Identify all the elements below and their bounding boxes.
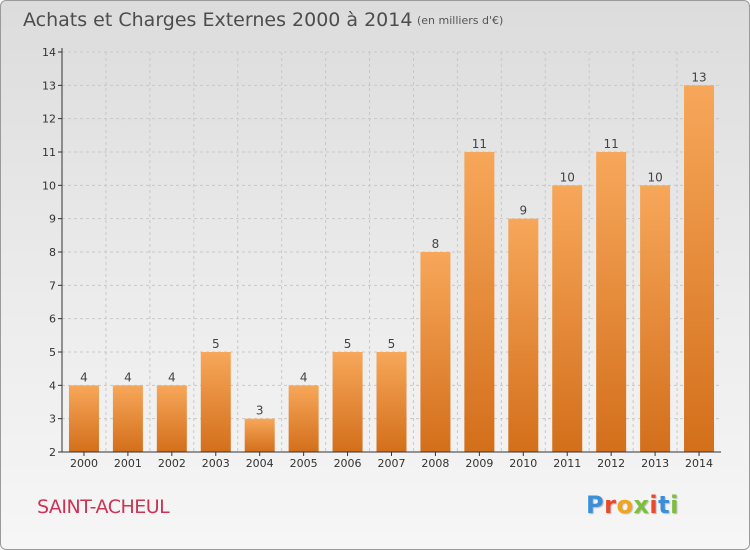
y-tick-label: 9 [49,213,56,226]
logo-letter: t [658,491,671,519]
bar-value-label: 5 [344,337,352,351]
logo-letter: x [633,491,650,519]
bar [244,418,275,452]
logo-letter: P [586,491,605,519]
x-tick-label: 2014 [685,457,713,470]
x-tick-label: 2001 [114,457,142,470]
labels: 2 3 4 5 6 7 8 9 10 11 12 13 14 4 2000 4 2001 4 2002 5 2003 3 2… [42,46,713,470]
bar [596,152,627,452]
bars [68,85,715,453]
bar-value-label: 5 [388,337,396,351]
x-tick-label: 2000 [70,457,98,470]
chart-subtitle: (en milliers d'€) [417,14,504,27]
bar-value-label: 8 [432,237,440,251]
proxiti-logo: Proxiti [586,491,679,519]
bar-value-label: 4 [124,370,132,384]
bar-value-label: 11 [472,137,487,151]
x-tick-label: 2007 [378,457,406,470]
bar [684,85,715,452]
town-name: SAINT-ACHEUL [37,496,170,518]
y-tick-label: 14 [42,46,56,59]
bar-value-label: 10 [647,170,662,184]
bar-value-label: 13 [691,70,706,84]
x-tick-label: 2013 [641,457,669,470]
bar [112,385,143,452]
y-tick-label: 7 [49,279,56,292]
bar [200,352,231,452]
bar [640,185,671,453]
y-tick-label: 10 [42,179,56,192]
x-tick-label: 2011 [553,457,581,470]
y-tick-label: 2 [49,446,56,459]
bar [288,385,319,452]
bar [420,252,451,452]
y-tick-label: 8 [49,246,56,259]
bar-value-label: 9 [519,204,527,218]
y-tick-label: 12 [42,113,56,126]
bar-value-label: 4 [168,370,176,384]
bar [156,385,187,452]
x-tick-label: 2009 [465,457,493,470]
x-tick-label: 2012 [597,457,625,470]
bar-value-label: 4 [80,370,88,384]
bar [68,385,99,452]
bar-value-label: 4 [300,370,308,384]
x-tick-label: 2003 [202,457,230,470]
y-tick-label: 6 [49,313,56,326]
y-tick-label: 13 [42,79,56,92]
y-tick-label: 3 [49,413,56,426]
y-tick-label: 5 [49,346,56,359]
bar [552,185,583,453]
logo-letter: i [649,491,659,519]
x-tick-label: 2004 [246,457,274,470]
bar-value-label: 11 [604,137,619,151]
y-tick-label: 11 [42,146,56,159]
y-tick-label: 4 [49,379,56,392]
x-tick-label: 2005 [290,457,318,470]
bar [464,152,495,452]
logo-letter: i [670,491,679,519]
axes [58,48,721,456]
bar [332,352,363,452]
chart-title: Achats et Charges Externes 2000 à 2014 [23,9,413,31]
x-tick-label: 2006 [334,457,362,470]
bar-value-label: 10 [560,170,575,184]
logo-letter: o [616,491,634,519]
bar-value-label: 3 [256,404,264,418]
logo-letter: r [604,491,617,519]
bar-value-label: 5 [212,337,220,351]
x-tick-label: 2002 [158,457,186,470]
grid-lines [62,51,721,452]
x-tick-label: 2010 [509,457,537,470]
bar [376,352,407,452]
x-tick-label: 2008 [421,457,449,470]
bar [508,218,539,452]
